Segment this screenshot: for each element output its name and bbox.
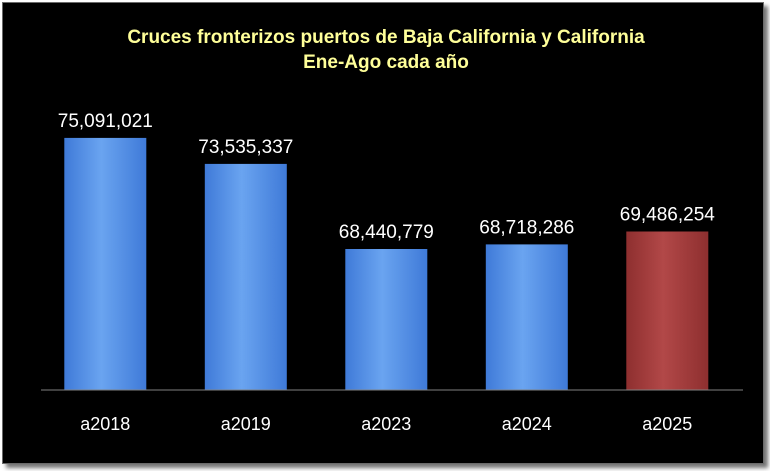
bar-a2025	[626, 231, 709, 390]
chart-frame: Cruces fronterizos puertos de Baja Calif…	[2, 2, 764, 464]
data-label-a2018: 75,091,021	[58, 111, 153, 132]
data-label-a2024: 68,718,286	[479, 217, 574, 238]
bars-layer	[64, 137, 709, 390]
x-tick-label-a2024: a2024	[502, 414, 552, 434]
x-tick-label-a2019: a2019	[221, 414, 271, 434]
bar-a2023	[345, 249, 428, 390]
chart-title-line-1: Cruces fronterizos puertos de Baja Calif…	[127, 27, 645, 48]
x-tick-label-a2018: a2018	[80, 414, 130, 434]
chart-title-line-2: Ene-Ago cada año	[303, 52, 469, 73]
bar-a2018	[64, 137, 147, 390]
x-tick-label-a2023: a2023	[361, 414, 411, 434]
data-label-a2025: 69,486,254	[620, 205, 716, 226]
bar-a2024	[485, 244, 568, 390]
bar-chart: Cruces fronterizos puertos de Baja Calif…	[41, 27, 743, 434]
data-label-a2019: 73,535,337	[198, 137, 293, 158]
x-tick-label-a2025: a2025	[642, 414, 692, 434]
bar-a2019	[204, 163, 287, 390]
data-label-a2023: 68,440,779	[339, 222, 434, 243]
labels-layer: 75,091,021 a2018 73,535,337 a2019 68,440,779…	[58, 111, 716, 434]
